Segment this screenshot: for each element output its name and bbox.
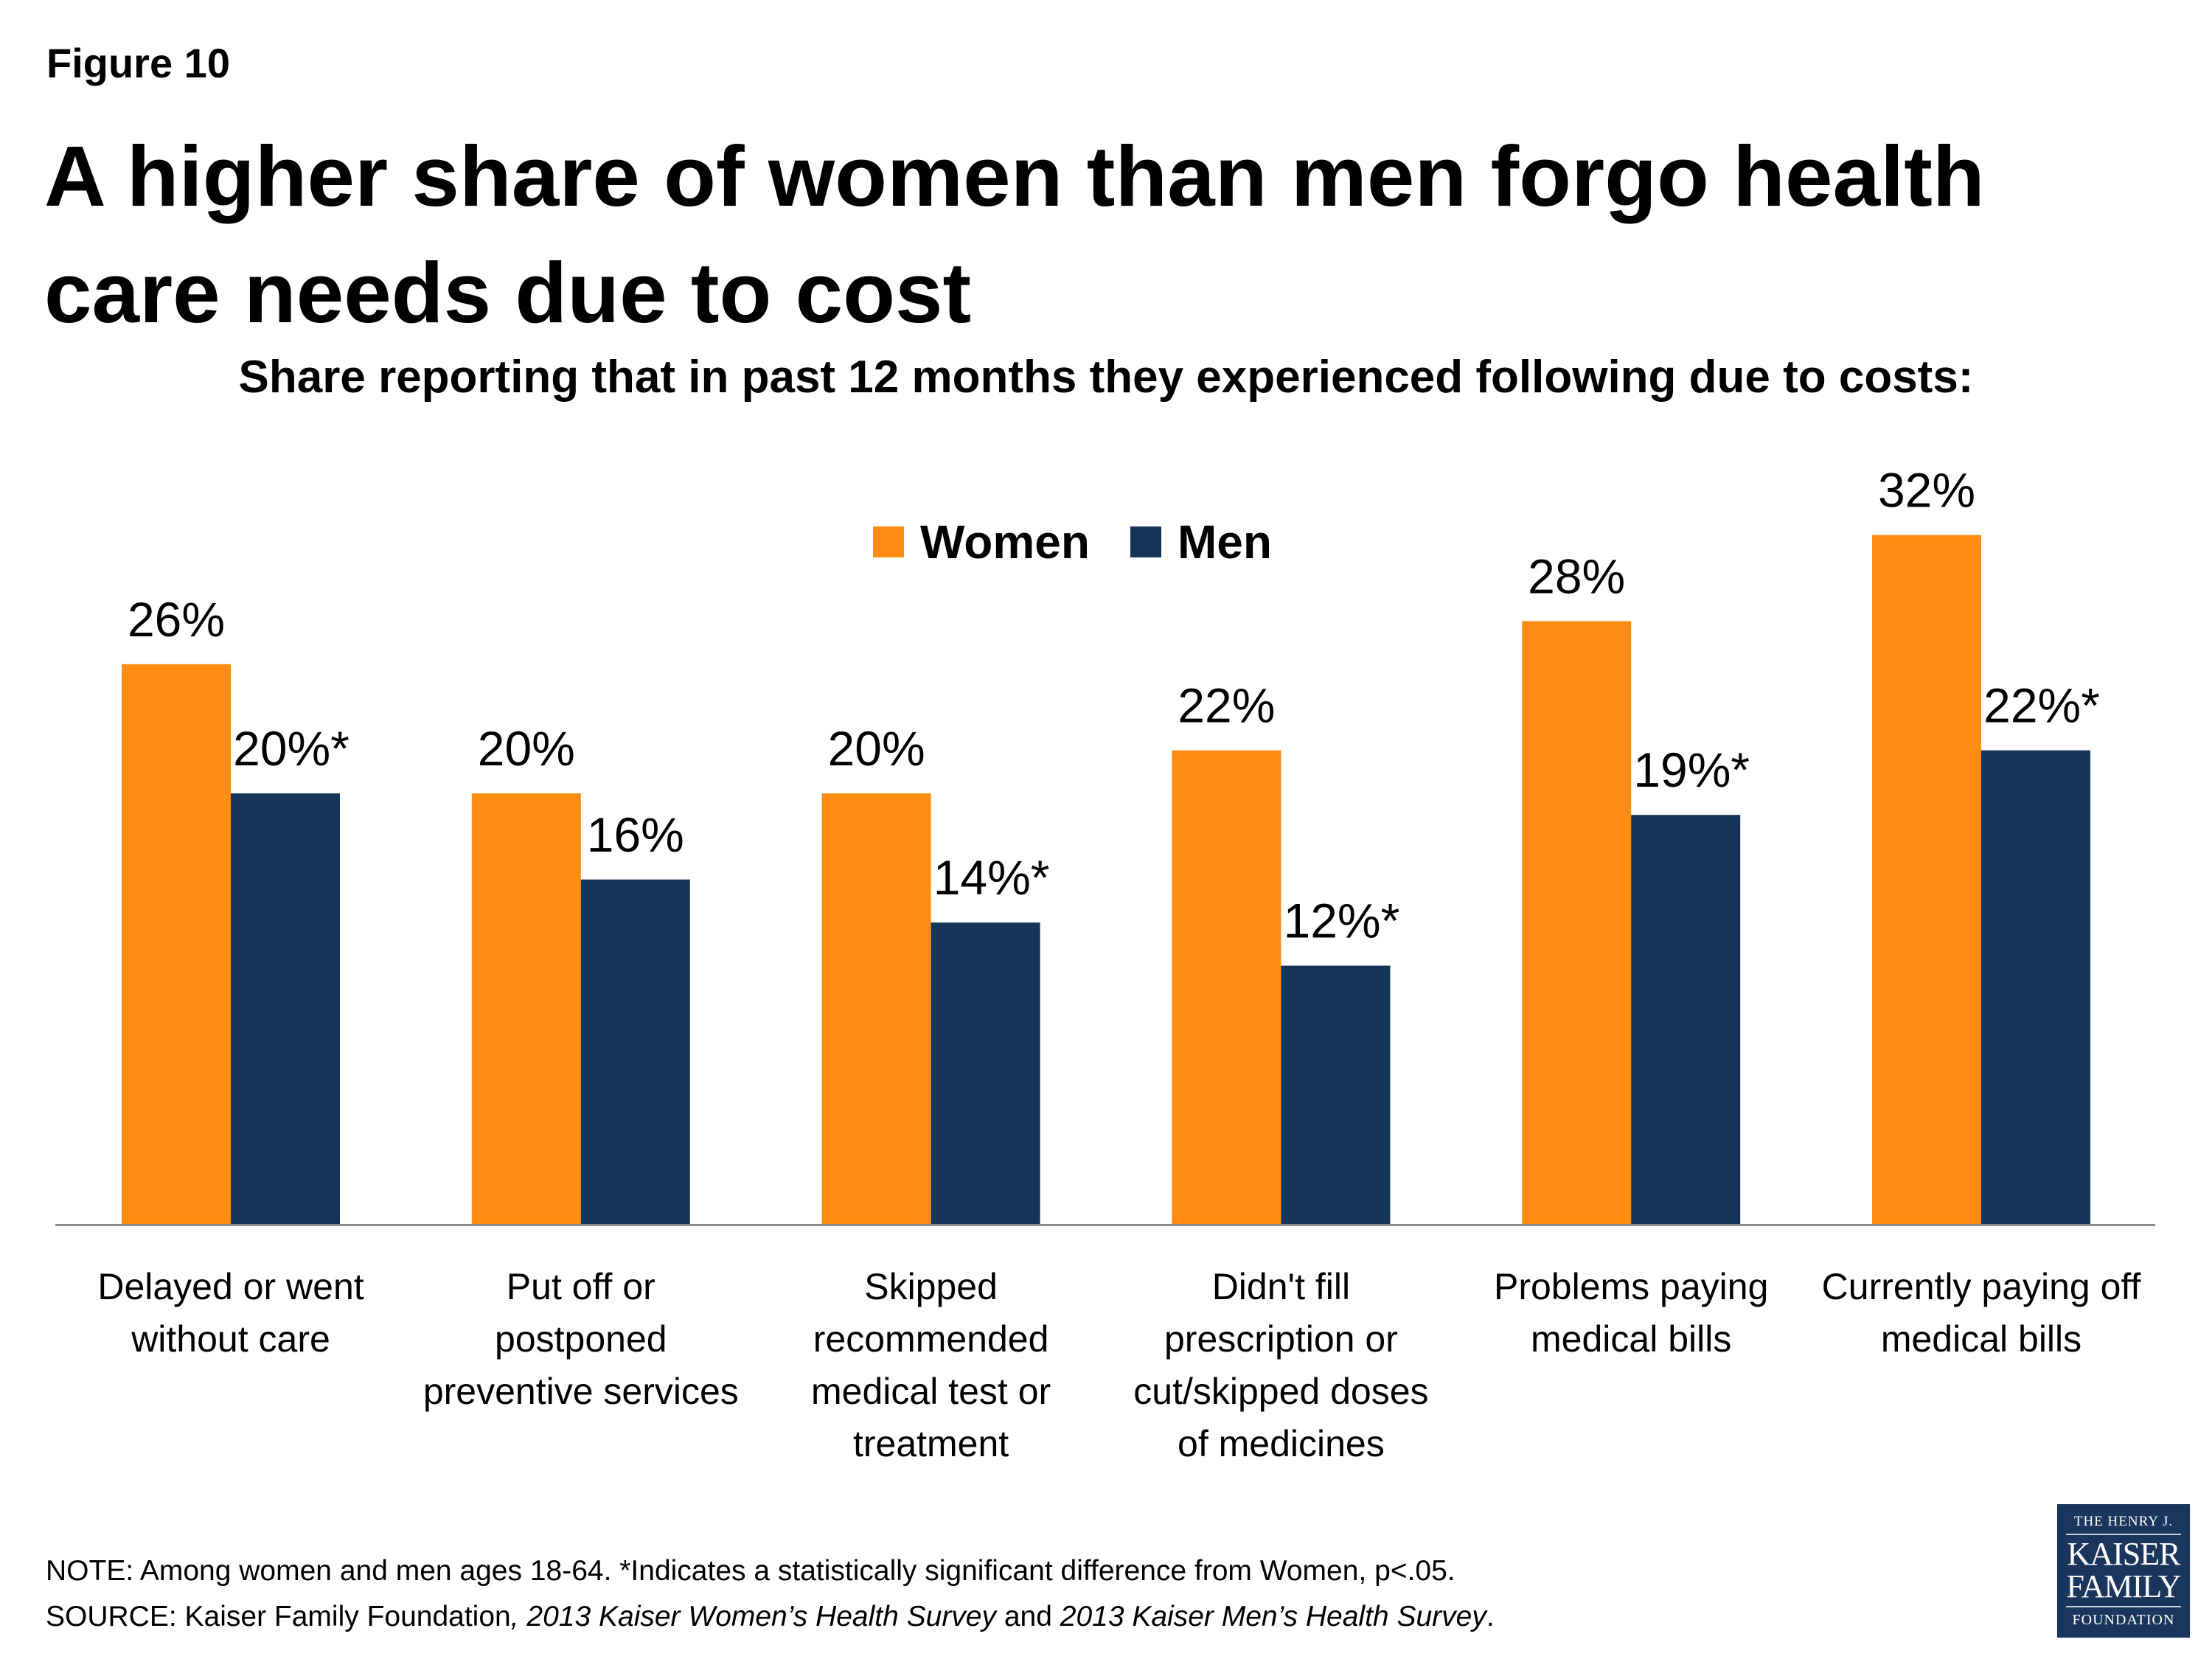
source-women-survey: , 2013 Kaiser Women’s Health Survey [510,1601,996,1632]
value-label-women-4: 28% [1528,549,1625,603]
value-label-women-1: 20% [478,721,575,776]
logo-line-2: KAISER [2067,1536,2181,1572]
figure-label: Figure 10 [46,40,230,86]
chart-title: A higher share of women than men forgo h… [44,128,1985,341]
footnote-source: SOURCE: Kaiser Family Foundation, 2013 K… [46,1594,1495,1640]
bar-men-2 [931,922,1040,1224]
bar-women-5 [1872,535,1981,1224]
source-prefix: SOURCE: Kaiser Family Foundation [46,1601,511,1632]
logo-line-1: THE HENRY J. [2073,1514,2174,1529]
legend-label-women: Women [920,515,1090,568]
bar-men-1 [580,879,690,1224]
value-label-women-3: 22% [1178,678,1275,733]
bar-women-0 [122,664,231,1224]
category-label-line: treatment [852,1423,1009,1464]
value-label-women-0: 26% [128,592,225,647]
value-labels-group: 26% 20% 20% 22% 28% 32% 20%* 16% 14%* 12%* 19%* 22%… [128,463,2100,948]
logo-line-3: FAMILY [2066,1568,2181,1604]
category-label-line: Problems paying [1493,1266,1769,1307]
category-label-line: prescription or [1164,1318,1398,1360]
category-label-line: Skipped [864,1266,998,1307]
category-label-line: preventive services [422,1371,739,1412]
bar-women-3 [1172,750,1281,1224]
category-label-line: recommended [813,1318,1049,1360]
category-label-line: postponed [495,1318,667,1360]
logo-line-4: FOUNDATION [2072,1612,2175,1628]
footnote-note: NOTE: Among women and men ages 18-64. *I… [46,1555,1455,1587]
legend-swatch-women [873,526,904,557]
value-label-men-1: 16% [587,807,684,862]
category-label-1: Put off or postponed preventive services [411,1261,751,1418]
category-label-4: Problems paying medical bills [1461,1261,1801,1366]
value-label-men-5: 22%* [1983,678,2100,733]
bar-men-5 [1981,750,2090,1224]
kff-logo: THE HENRY J. KAISER FAMILY FOUNDATION [2057,1504,2190,1638]
bar-women-4 [1522,621,1632,1224]
category-label-line: Delayed or went [97,1266,364,1307]
legend-label-men: Men [1177,515,1272,568]
legend-item-women: Women [873,518,1090,566]
source-end: . [1486,1601,1495,1632]
bar-men-3 [1281,965,1391,1224]
category-label-3: Didn't fill prescription or cut/skipped do… [1111,1261,1450,1470]
value-label-men-2: 14%* [933,850,1050,905]
category-label-line: Currently paying off [1821,1266,2141,1307]
value-label-women-2: 20% [828,721,925,776]
value-label-men-0: 20%* [233,721,349,776]
category-label-line: medical test or [811,1371,1051,1412]
value-label-men-3: 12%* [1284,894,1400,948]
category-label-line: Didn't fill [1211,1266,1351,1307]
value-label-men-4: 19%* [1633,742,1750,797]
category-label-line: Put off or [506,1266,655,1307]
category-label-line: medical bills [1880,1318,2082,1360]
legend-swatch-men [1130,526,1161,557]
category-label-line: without care [131,1318,330,1360]
category-label-2: Skipped recommended medical test or treatme… [762,1261,1101,1470]
source-men-survey: 2013 Kaiser Men’s Health Survey [1060,1601,1486,1632]
value-label-women-5: 32% [1878,463,1975,518]
logo-rule-bottom [2066,1606,2181,1607]
category-label-line: of medicines [1178,1423,1385,1464]
legend-item-men: Men [1130,518,1272,566]
category-label-line: medical bills [1531,1318,1732,1360]
chart-subtitle: Share reporting that in past 12 months t… [238,352,1974,403]
logo-rule-top [2066,1534,2181,1535]
bar-men-0 [231,793,340,1224]
bar-women-1 [471,793,581,1224]
category-label-0: Delayed or went without care [61,1261,400,1366]
category-label-5: Currently paying off medical bills [1812,1261,2151,1366]
bar-men-4 [1631,815,1741,1224]
bar-women-2 [821,793,931,1224]
bars-group [122,535,2090,1224]
category-label-line: cut/skipped doses [1133,1371,1429,1412]
legend: Women Men [873,516,1312,568]
footnote: NOTE: Among women and men ages 18-64. *I… [46,1548,1495,1640]
source-and: and [996,1601,1060,1632]
